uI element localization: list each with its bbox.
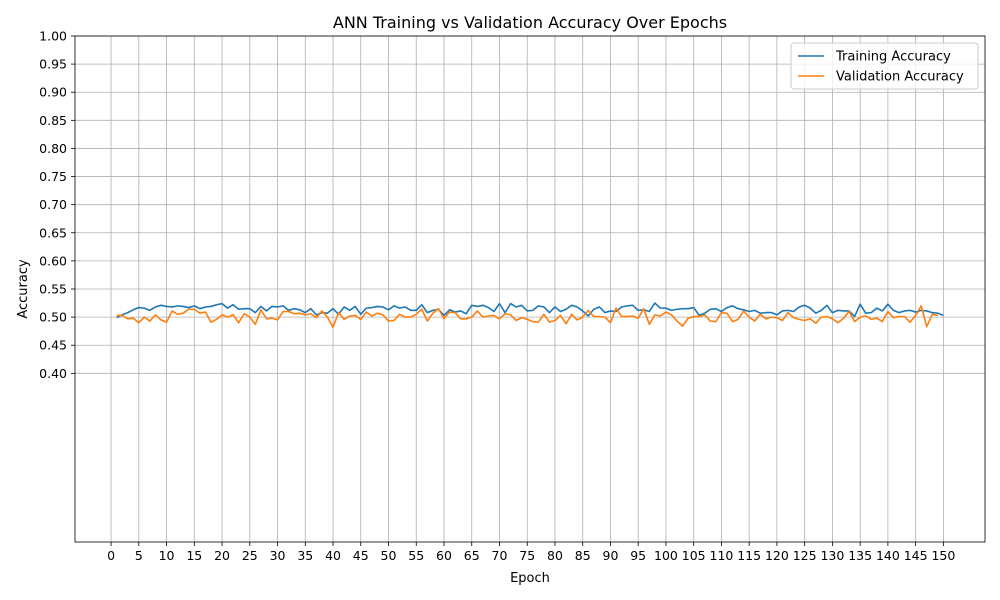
x-tick-label: 5 — [135, 548, 143, 563]
x-tick-label: 130 — [820, 548, 844, 563]
series-lines — [116, 302, 944, 329]
y-tick-label: 0.45 — [39, 338, 67, 353]
x-tick-label: 120 — [765, 548, 789, 563]
y-tick-label: 0.40 — [39, 366, 67, 381]
x-tick-label: 55 — [408, 548, 424, 563]
training-accuracy-line — [116, 302, 944, 319]
x-tick-label: 50 — [381, 548, 397, 563]
y-tick-label: 0.85 — [39, 113, 67, 128]
x-tick-label: 45 — [353, 548, 369, 563]
x-tick-label: 35 — [297, 548, 313, 563]
y-tick-label: 0.55 — [39, 282, 67, 297]
y-tick-label: 0.95 — [39, 57, 67, 72]
y-tick-label: 1.00 — [39, 29, 67, 44]
x-tick-label: 115 — [737, 548, 761, 563]
x-tick-label: 95 — [630, 548, 646, 563]
legend-label-training: Training Accuracy — [835, 50, 951, 65]
x-tick-label: 60 — [436, 548, 452, 563]
x-tick-label: 0 — [107, 548, 115, 563]
y-tick-label: 0.90 — [39, 85, 67, 100]
x-tick-label: 85 — [575, 548, 591, 563]
x-tick-label: 70 — [492, 548, 508, 563]
x-tick-label: 110 — [710, 548, 734, 563]
x-tick-label: 75 — [519, 548, 535, 563]
x-tick-label: 90 — [603, 548, 619, 563]
x-tick-label: 65 — [464, 548, 480, 563]
x-tick-label: 150 — [931, 548, 955, 563]
x-tick-label: 25 — [242, 548, 258, 563]
y-axis-label: Accuracy — [16, 259, 31, 319]
grid — [75, 35, 985, 542]
x-tick-label: 15 — [186, 548, 202, 563]
y-tick-label: 0.80 — [39, 141, 67, 156]
x-tick-label: 40 — [325, 548, 341, 563]
x-axis-label: Epoch — [510, 571, 550, 586]
legend: Training Accuracy Validation Accuracy — [790, 42, 979, 90]
y-tick-label: 0.60 — [39, 253, 67, 268]
validation-accuracy-line — [116, 305, 938, 329]
y-tick-label: 0.65 — [39, 225, 67, 240]
legend-box — [790, 42, 979, 90]
legend-label-validation: Validation Accuracy — [836, 70, 964, 85]
x-tick-label: 80 — [547, 548, 563, 563]
y-tick-label: 0.50 — [39, 310, 67, 325]
x-tick-label: 100 — [654, 548, 678, 563]
x-tick-label: 135 — [848, 548, 872, 563]
x-tick-label: 10 — [159, 548, 175, 563]
x-tick-label: 145 — [904, 548, 928, 563]
chart-title: ANN Training vs Validation Accuracy Over… — [333, 13, 727, 32]
x-tick-label: 125 — [793, 548, 817, 563]
x-tick-label: 20 — [214, 548, 230, 563]
y-tick-label: 0.70 — [39, 197, 67, 212]
x-axis-ticks: 0 5 10 15 20 25 30 35 40 45 50 55 60 65 70 75 80 85 90 95 10… — [107, 542, 955, 563]
x-tick-label: 105 — [682, 548, 706, 563]
x-tick-label: 140 — [876, 548, 900, 563]
x-tick-label: 30 — [270, 548, 286, 563]
y-tick-label: 0.75 — [39, 169, 67, 184]
y-axis-ticks: 0.40 0.45 0.50 0.55 0.60 0.65 0.70 0.75 0.80 0.85… — [39, 29, 75, 381]
